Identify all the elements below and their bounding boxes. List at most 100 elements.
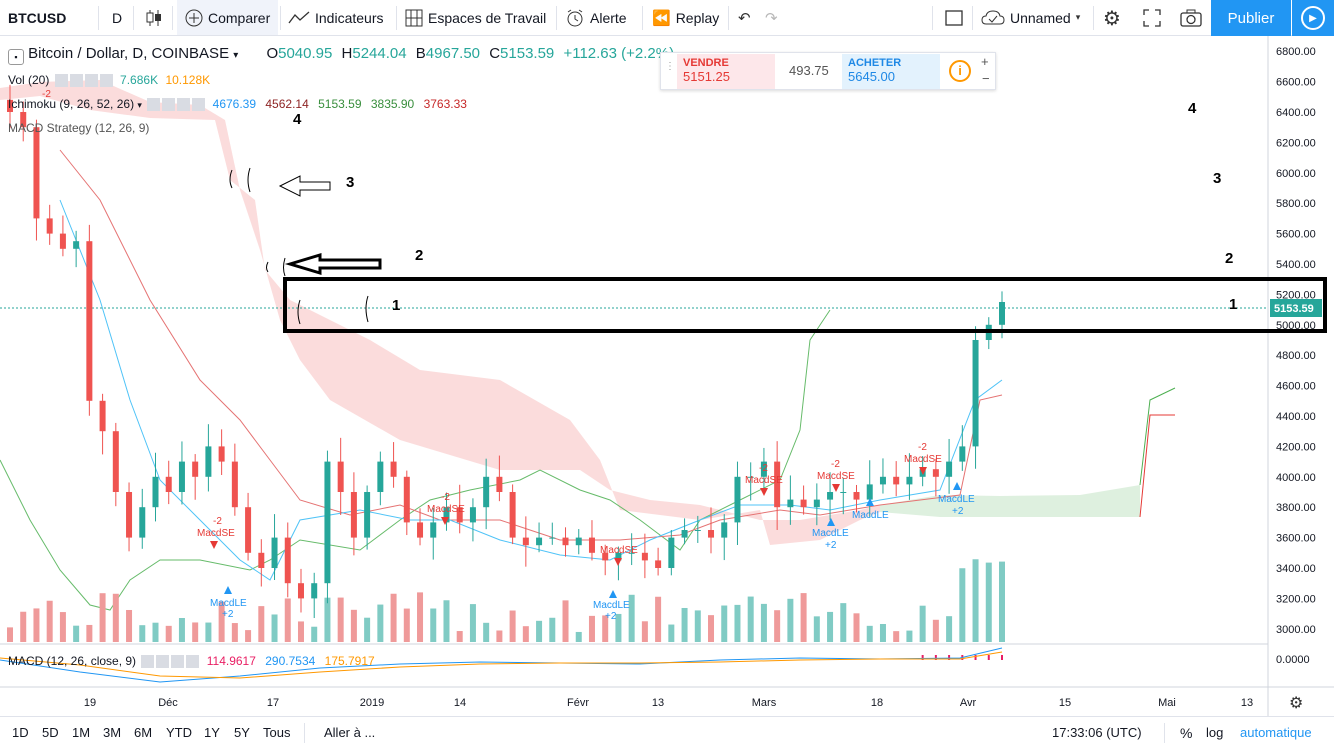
layout-name-button[interactable]: Unnamed ▾ <box>981 0 1080 35</box>
candle-body <box>602 552 609 561</box>
range-3m[interactable]: 3M <box>103 725 122 740</box>
chikou-span <box>0 309 831 611</box>
volume-legend[interactable]: Vol (20) 7.686K 10.128K <box>8 73 210 88</box>
drag-handle-icon[interactable]: ⋮ <box>665 61 675 72</box>
time-tick-label: 14 <box>454 697 466 709</box>
more-icon[interactable] <box>192 98 206 112</box>
signal-macdse: MacdSE <box>745 475 783 486</box>
time-tick-label: 13 <box>652 697 664 709</box>
top-toolbar: BTCUSD D Comparer Indicateurs Espaces de… <box>0 0 1334 36</box>
snapshot-button[interactable] <box>1180 0 1202 35</box>
publish-button[interactable]: Publier <box>1211 0 1291 36</box>
cloud-icon <box>981 9 1005 24</box>
range-ytd[interactable]: YTD <box>166 725 192 740</box>
bracket-marker-2[interactable] <box>266 257 286 277</box>
signal-macdse: MacdSE <box>600 545 638 556</box>
workspaces-button[interactable]: Espaces de Travail <box>405 0 546 35</box>
sell-button[interactable]: VENDRE 5151.25 <box>677 54 775 89</box>
volume-bar <box>972 559 979 642</box>
range-5d[interactable]: 5D <box>42 725 59 740</box>
interval-button[interactable]: D <box>112 0 122 35</box>
compare-button[interactable]: Comparer <box>177 0 279 35</box>
goto-date-button[interactable]: Aller à ... <box>324 725 376 740</box>
chevron-down-icon[interactable]: ▾ <box>137 100 142 110</box>
alert-button[interactable]: Alerte <box>565 0 627 35</box>
senkou-a-value: 3835.90 <box>370 97 415 111</box>
symbol-search[interactable]: BTCUSD <box>8 0 66 35</box>
close-icon[interactable] <box>171 655 185 669</box>
gear-icon[interactable] <box>156 655 170 669</box>
range-1m[interactable]: 1M <box>72 725 91 740</box>
eye-icon[interactable] <box>141 655 155 669</box>
gear-icon[interactable] <box>69 74 83 88</box>
time-axis[interactable]: 19 Déc 17 2019 14 Févr 13 Mars 18 Avr 15 Mai 13 <box>84 697 1253 709</box>
clock-time[interactable]: 17:33:06 (UTC) <box>1052 725 1142 740</box>
auto-scale-toggle[interactable]: automatique <box>1240 725 1312 740</box>
percent-toggle[interactable]: % <box>1180 725 1193 741</box>
macd-strategy-legend[interactable]: MACD Strategy (12, 26, 9) <box>8 121 149 135</box>
play-button[interactable]: ▶ <box>1292 0 1334 36</box>
volume-bar <box>152 622 159 642</box>
arrow-annotation-3[interactable] <box>278 175 331 197</box>
volume-bar <box>46 600 53 642</box>
candles-icon <box>146 9 161 26</box>
info-icon[interactable]: i <box>949 60 971 82</box>
gear-icon[interactable] <box>162 98 176 112</box>
range-all[interactable]: Tous <box>263 725 291 740</box>
indicators-icon <box>288 11 310 23</box>
candle-body <box>760 461 767 477</box>
volume-bar <box>549 617 556 642</box>
collapse-icon[interactable]: ▪ <box>8 49 24 65</box>
range-5y[interactable]: 5Y <box>234 725 250 740</box>
time-tick-label: Mars <box>752 697 777 709</box>
fullscreen-button[interactable] <box>1143 0 1161 35</box>
fullscreen-toggle-button[interactable] <box>945 0 963 35</box>
candle-body <box>139 507 146 538</box>
range-1d[interactable]: 1D <box>12 725 29 740</box>
chevron-down-icon[interactable]: ▾ <box>233 50 239 61</box>
annotation-2-left: 2 <box>415 247 423 264</box>
price-axis[interactable]: 6800.00 6600.00 6400.00 6200.00 6000.00 5800.… <box>1276 46 1316 636</box>
chart-canvas[interactable]: 1 2 3 4 1 2 3 4 -2 -2 MacdSE MacdLE +2 -… <box>0 36 1334 716</box>
signal-macdle: MacdLE <box>938 494 975 505</box>
more-icon[interactable] <box>99 74 113 88</box>
current-price-label: 5153.59 <box>1274 303 1314 315</box>
candle-body <box>297 583 304 599</box>
candle-body <box>734 476 741 523</box>
candle-body <box>284 537 291 584</box>
settings-button[interactable]: ⚙ <box>1103 0 1121 35</box>
undo-button[interactable]: ↶ <box>738 0 751 35</box>
arrow-annotation-2[interactable] <box>284 252 382 276</box>
axis-settings-gear-icon[interactable]: ⚙ <box>1289 693 1303 712</box>
candle-body <box>218 446 225 462</box>
bracket-marker-3[interactable] <box>229 167 251 193</box>
ohlc-open: 5040.95 <box>278 45 333 62</box>
minus-icon[interactable]: − <box>982 71 990 86</box>
ohlc-b-label: B <box>415 45 426 62</box>
range-1y[interactable]: 1Y <box>204 725 220 740</box>
range-6m[interactable]: 6M <box>134 725 153 740</box>
main-legend[interactable]: ▪ Bitcoin / Dollar, D, COINBASE ▾ O5040.… <box>8 45 674 65</box>
time-tick-label: Déc <box>158 697 178 709</box>
bracket-marker-1[interactable] <box>297 295 369 325</box>
candle-body <box>628 552 635 554</box>
eye-icon[interactable] <box>147 98 161 112</box>
candle-body <box>377 461 384 492</box>
buy-button[interactable]: ACHETER 5645.00 <box>842 54 940 89</box>
plus-icon[interactable]: + <box>981 54 989 69</box>
redo-button[interactable]: ↷ <box>765 0 778 35</box>
log-toggle[interactable]: log <box>1206 725 1224 740</box>
volume-bar <box>337 597 344 642</box>
eye-icon[interactable] <box>54 74 68 88</box>
volume-bar <box>192 622 199 642</box>
more-icon[interactable] <box>186 655 200 669</box>
volume-bar <box>350 609 357 642</box>
indicators-button[interactable]: Indicateurs <box>288 0 383 35</box>
ichimoku-legend[interactable]: Ichimoku (9, 26, 52, 26) ▾ 4676.39 4562.… <box>8 97 467 112</box>
highlight-rectangle[interactable] <box>283 277 1327 333</box>
close-icon[interactable] <box>177 98 191 112</box>
replay-button[interactable]: ⏪ Replay <box>652 0 719 35</box>
close-icon[interactable] <box>84 74 98 88</box>
macd-legend[interactable]: MACD (12, 26, close, 9) 114.9617 290.753… <box>8 654 375 669</box>
chart-style-button[interactable] <box>145 0 163 35</box>
